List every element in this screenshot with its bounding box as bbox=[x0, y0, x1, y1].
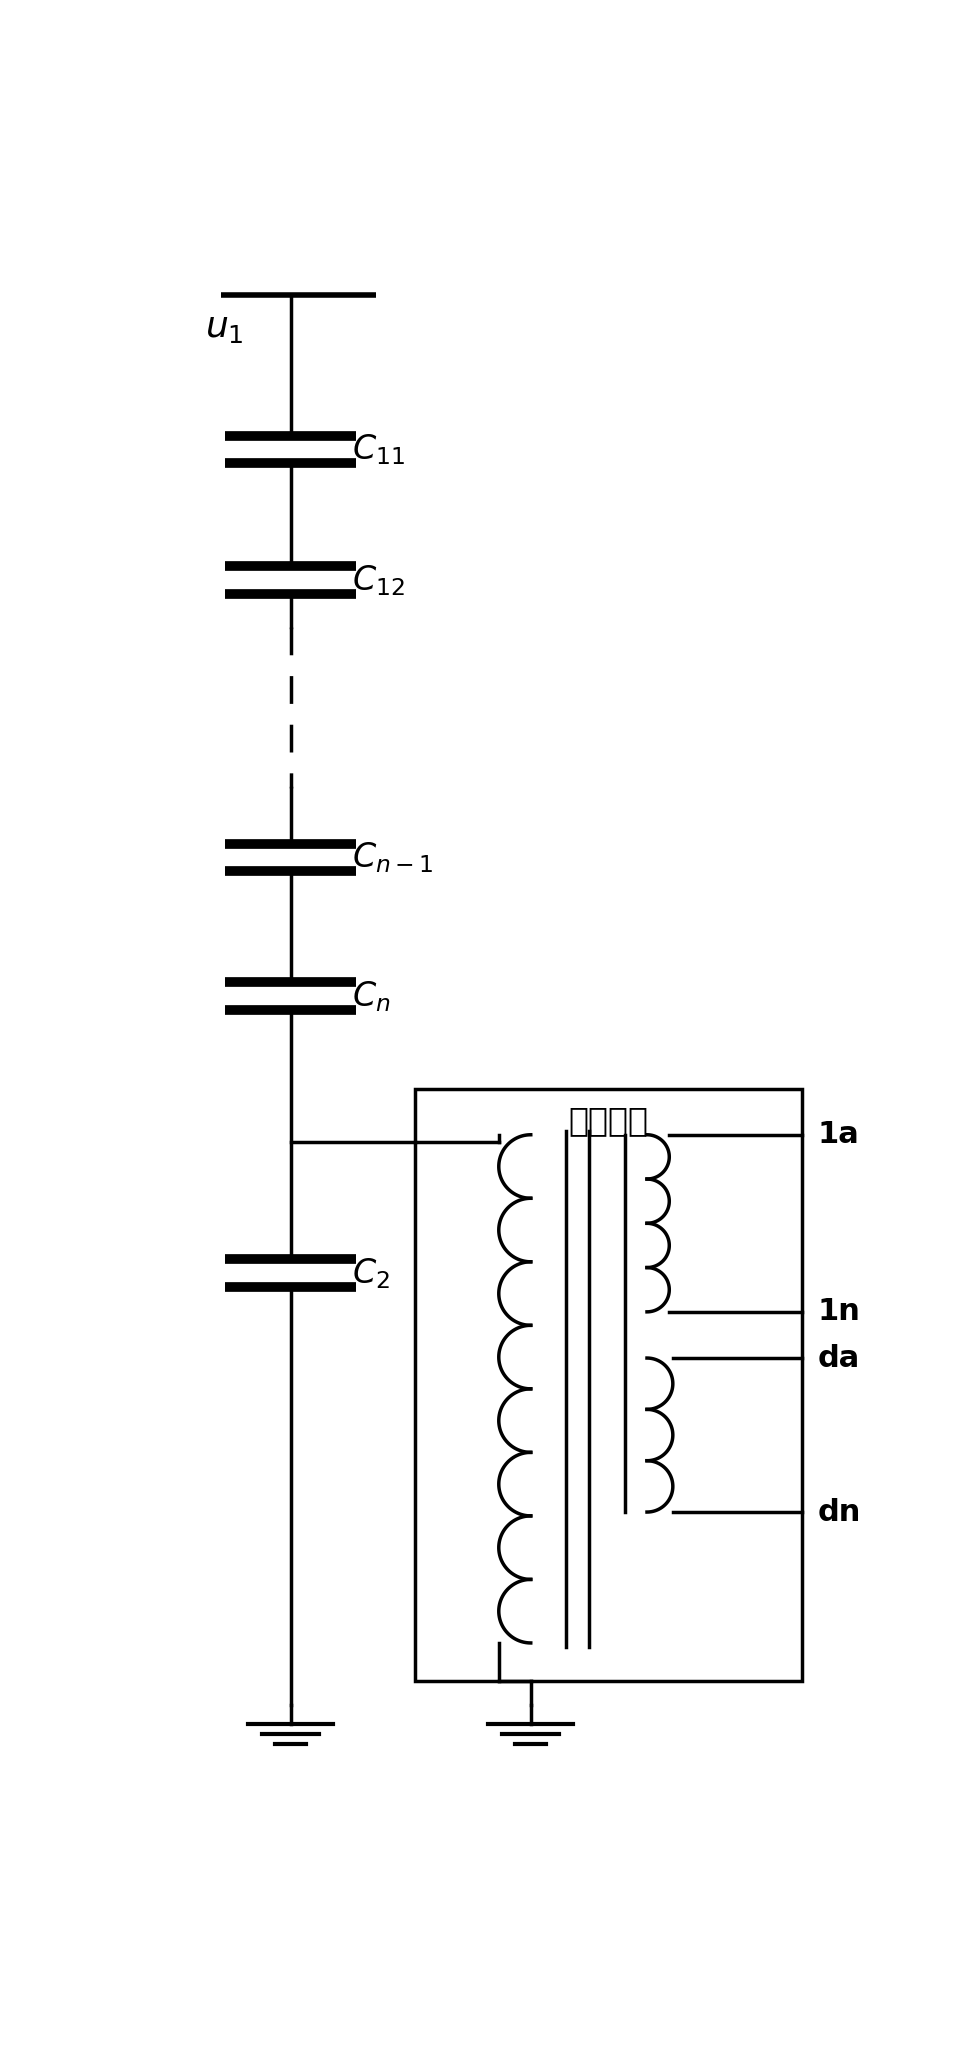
Text: dn: dn bbox=[818, 1497, 861, 1526]
Text: da: da bbox=[818, 1344, 860, 1372]
Text: $C_{n-1}$: $C_{n-1}$ bbox=[352, 840, 434, 875]
Text: $C_{12}$: $C_{12}$ bbox=[352, 562, 405, 597]
Text: 1a: 1a bbox=[818, 1121, 859, 1149]
Bar bbox=[415, 1088, 802, 1681]
Text: $C_{11}$: $C_{11}$ bbox=[352, 431, 405, 466]
Text: $C_2$: $C_2$ bbox=[352, 1256, 391, 1290]
Text: $C_n$: $C_n$ bbox=[352, 980, 391, 1014]
Text: 1n: 1n bbox=[818, 1297, 860, 1327]
Text: $u_1$: $u_1$ bbox=[205, 311, 244, 346]
Text: 电磁单元: 电磁单元 bbox=[568, 1104, 648, 1137]
